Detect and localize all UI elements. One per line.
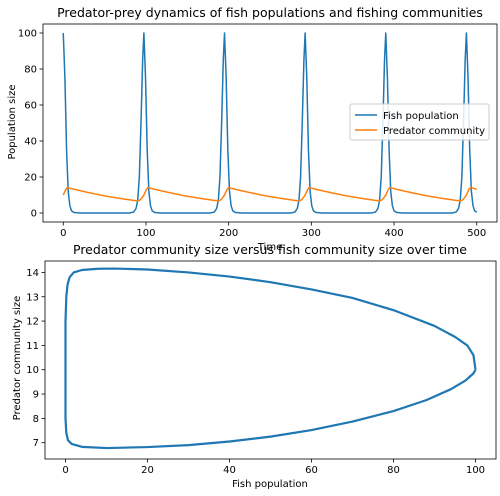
predator-community-line [62,186,478,202]
x-tick-label: 300 [302,228,321,239]
y-tick-label: 11 [26,341,39,352]
x-tick-label: 100 [136,228,155,239]
y-tick-label: 9 [33,390,39,401]
y-tick-label: 12 [26,317,39,328]
chart-phase-portrait: Predator community size versus fish comm… [12,242,497,490]
legend-predator-label: Predator community [383,126,485,137]
x-tick-label: 60 [305,465,318,476]
y-tick-label: 20 [24,173,37,184]
x-tick-label: 0 [60,228,66,239]
y-tick-label: 80 [24,65,37,76]
y-tick-label: 8 [33,414,39,425]
chart2-title: Predator community size versus fish comm… [73,242,467,257]
y-tick-label: 7 [33,438,39,449]
fish-population-line [62,32,478,214]
c2-axes-frame [44,260,497,460]
y-tick-label: 100 [18,29,37,40]
x-tick-label: 40 [223,465,236,476]
chart2-x-axis-label: Fish population [232,479,308,490]
y-tick-label: 14 [26,268,39,279]
y-tick-label: 10 [26,365,39,376]
x-tick-label: 20 [141,465,154,476]
chart2-x-ticks: 0 20 40 60 80 100 [62,459,485,476]
x-tick-label: 400 [384,228,403,239]
chart-predator-prey-time-series: Predator-prey dynamics of fish populatio… [7,5,498,253]
chart2-y-axis-label: Predator community size [12,296,23,421]
chart1-legend: Fish population Predator community [349,103,490,141]
phase-trajectory-line [64,267,477,450]
chart1-y-ticks: 0 20 40 60 80 100 [18,29,43,220]
chart1-x-axis-label: Time [257,242,282,253]
x-tick-label: 0 [62,465,68,476]
chart1-x-ticks: 0 100 200 300 400 500 [60,222,486,239]
chart1-plot-area [42,23,498,223]
chart1-y-axis-label: Population size [7,84,18,159]
chart2-plot-area [44,260,497,460]
y-tick-label: 60 [24,101,37,112]
legend-fish-label: Fish population [383,111,459,122]
y-tick-label: 0 [31,209,37,220]
x-tick-label: 80 [387,465,400,476]
y-tick-label: 40 [24,137,37,148]
x-tick-label: 100 [466,465,485,476]
y-tick-label: 13 [26,292,39,303]
chart2-y-ticks: 7 8 9 10 11 12 13 14 [26,268,45,449]
chart1-title: Predator-prey dynamics of fish populatio… [57,5,483,20]
c1-axes-frame [42,23,498,223]
x-tick-label: 500 [467,228,486,239]
x-tick-label: 200 [219,228,238,239]
legend-frame [349,103,490,141]
